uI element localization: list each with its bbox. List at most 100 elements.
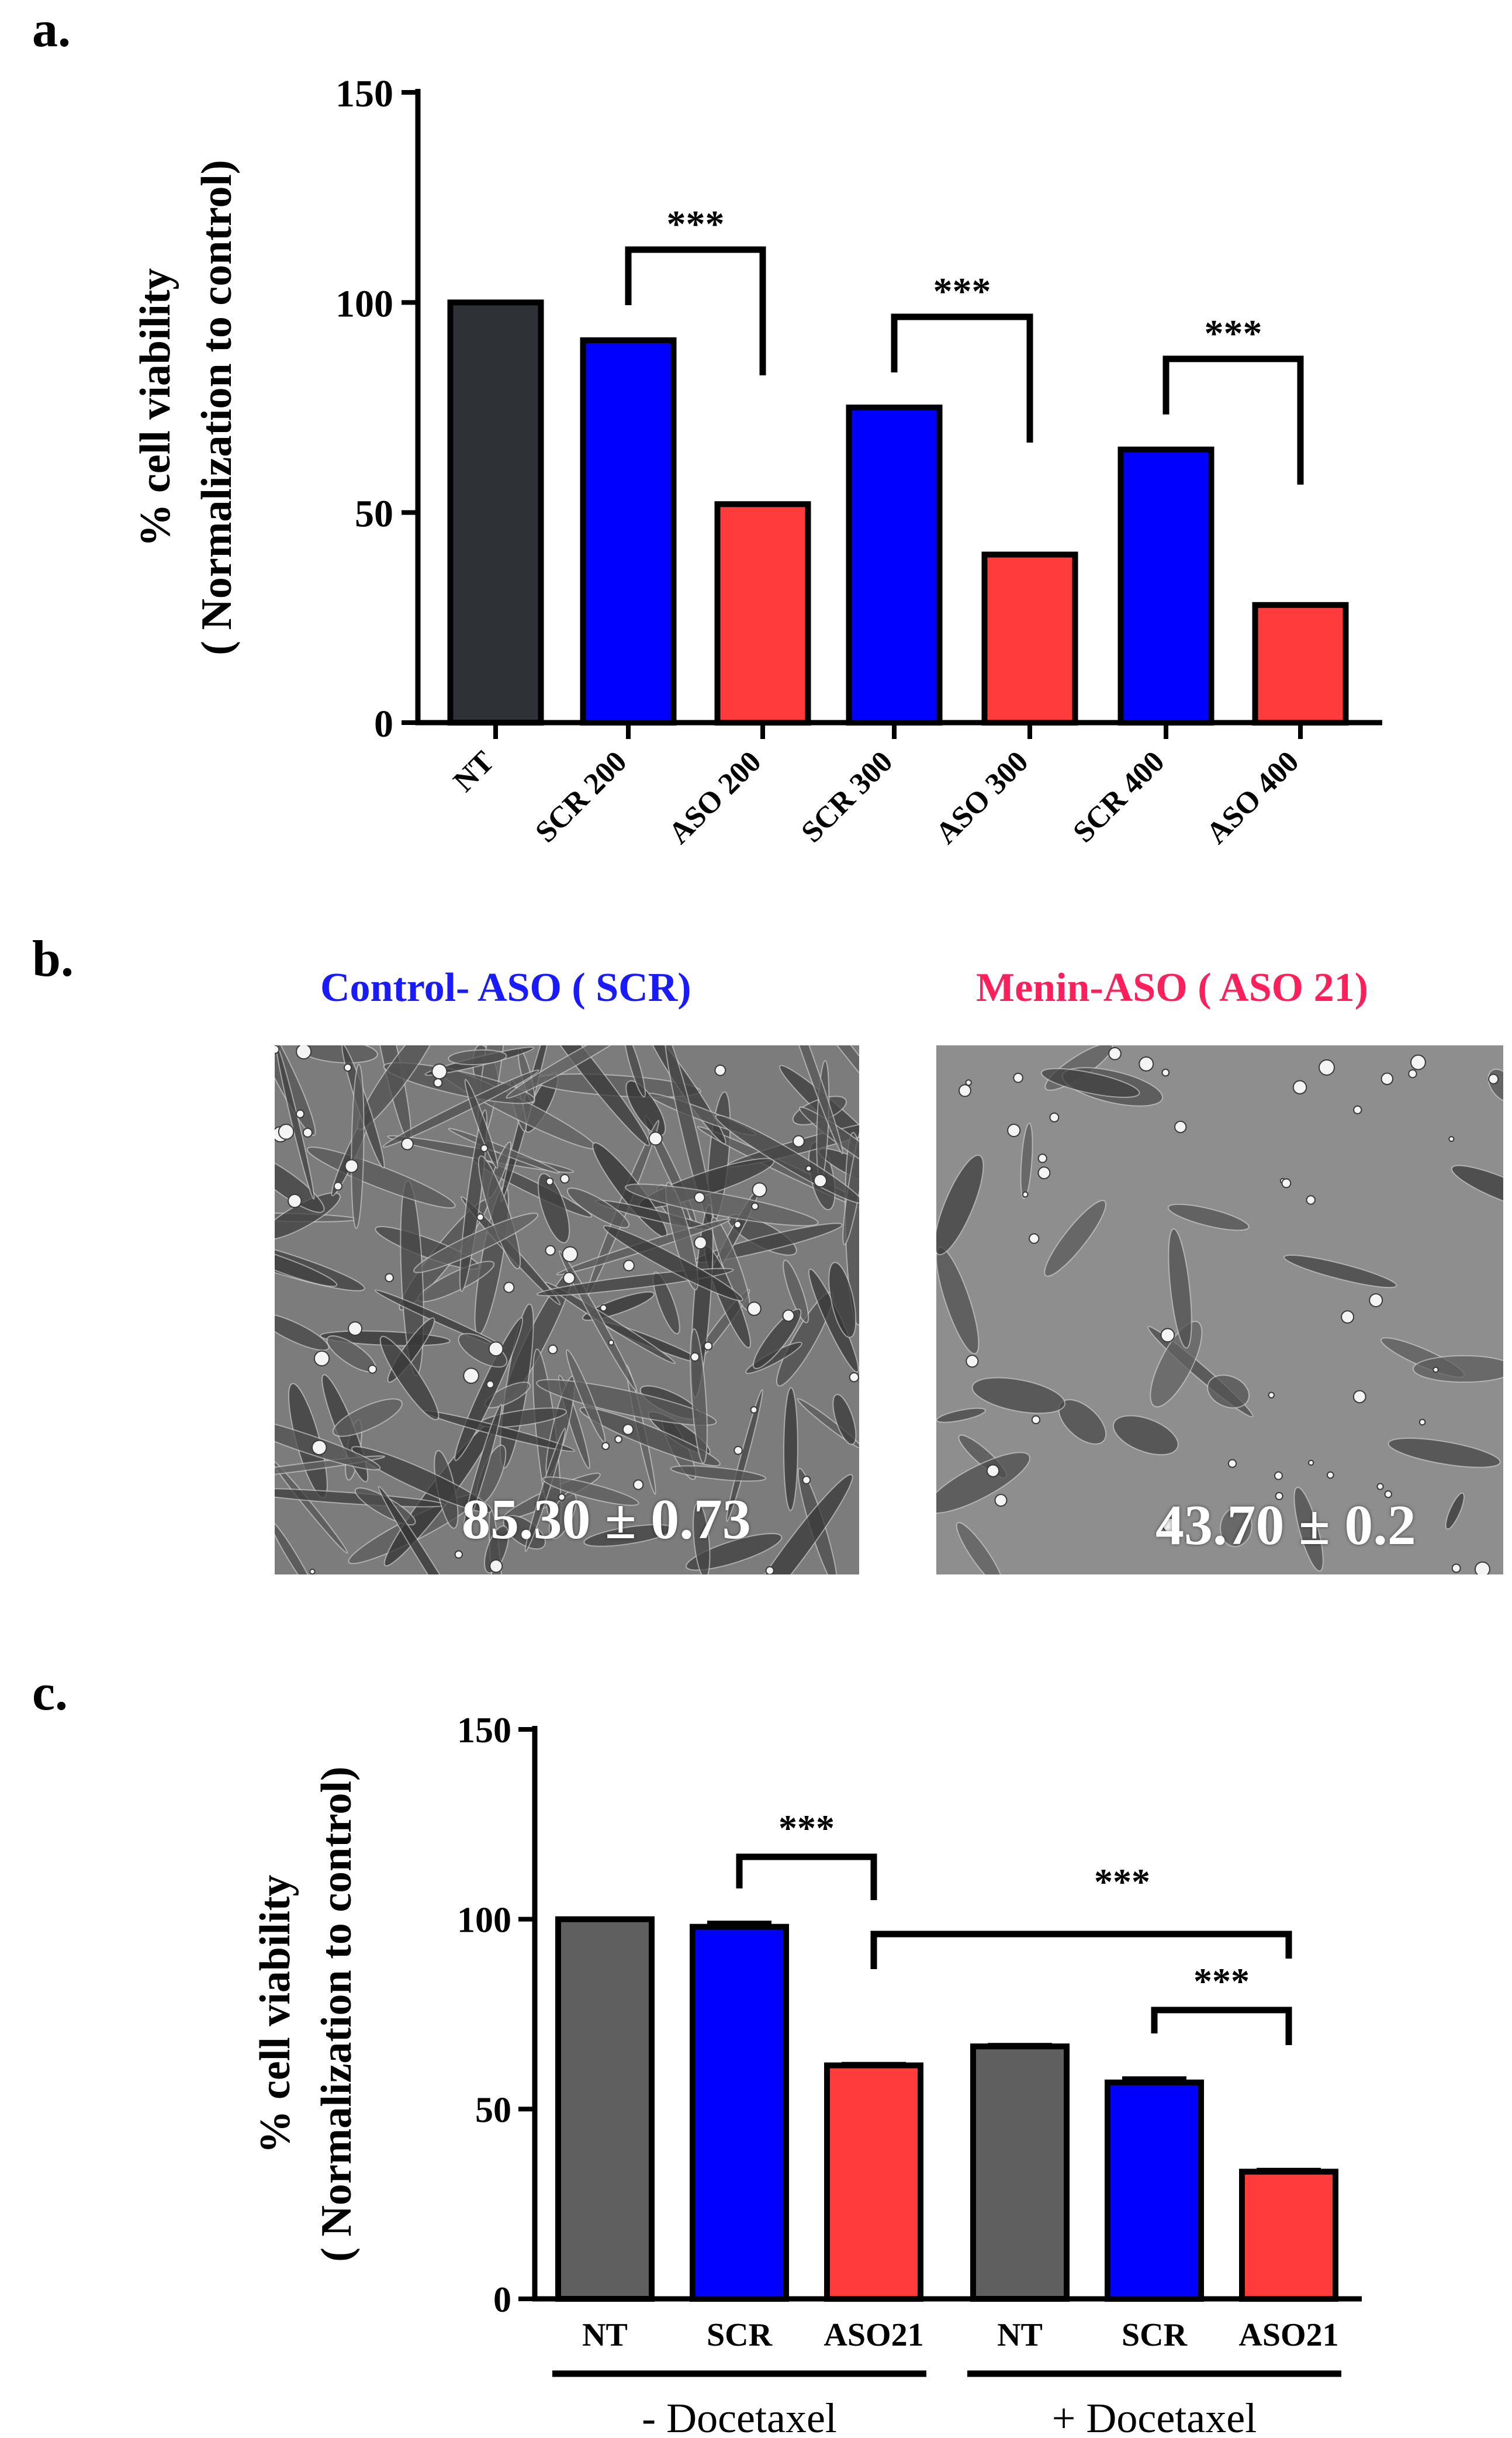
- cell: [832, 1394, 857, 1445]
- cell: [1020, 1123, 1033, 1200]
- round-cell: [751, 1202, 759, 1210]
- round-cell: [288, 1193, 302, 1208]
- round-cell: [694, 1192, 705, 1203]
- cell: [542, 1476, 639, 1506]
- round-cell: [608, 1339, 614, 1346]
- round-cell: [1369, 1293, 1383, 1307]
- cell: [583, 1524, 674, 1547]
- cell: [1293, 1487, 1324, 1572]
- cell: [566, 1187, 630, 1228]
- cell: [690, 1328, 708, 1464]
- x-tick-label: ASO21: [824, 2317, 923, 2353]
- cell: [828, 1262, 857, 1338]
- round-cell: [601, 1442, 610, 1451]
- round-cell: [966, 1355, 979, 1368]
- significance-label: ***: [1193, 1960, 1250, 2002]
- cell: [1044, 1200, 1106, 1277]
- round-cell: [558, 1493, 566, 1501]
- round-cell: [1306, 1195, 1316, 1205]
- group-label: + Docetaxel: [1052, 2395, 1257, 2438]
- round-cell: [994, 1494, 1008, 1507]
- micrograph-control: 85.30 ± 0.73: [275, 1045, 859, 1574]
- round-cell: [1275, 1491, 1283, 1500]
- cell: [779, 1045, 859, 1128]
- cell: [936, 1452, 1030, 1514]
- cell: [351, 1446, 493, 1513]
- round-cell: [986, 1464, 1000, 1477]
- round-cell: [1007, 1123, 1021, 1138]
- cell: [738, 1474, 853, 1574]
- cell: [670, 1465, 767, 1482]
- round-cell: [690, 1352, 700, 1362]
- panel-b-label: b.: [32, 931, 74, 987]
- round-cell: [503, 1282, 515, 1293]
- cell: [752, 1308, 802, 1369]
- round-cell: [1029, 1233, 1040, 1244]
- round-cell: [431, 1063, 448, 1080]
- round-cell: [1268, 1391, 1275, 1398]
- y-axis-title-line1: % cell viability: [132, 268, 179, 547]
- significance-bracket: [1162, 355, 1304, 485]
- round-cell: [1433, 1366, 1439, 1373]
- bar: [1117, 446, 1215, 726]
- y-tick-label: 50: [355, 493, 393, 536]
- round-cell: [1031, 1415, 1041, 1425]
- cell: [275, 1416, 381, 1470]
- round-cell: [622, 1424, 634, 1435]
- y-tick-label: 150: [335, 72, 393, 115]
- round-cell: [296, 1045, 312, 1060]
- cell: [1207, 1375, 1250, 1409]
- round-cell: [805, 1165, 812, 1172]
- round-cell: [733, 1220, 742, 1229]
- cell: [652, 1271, 680, 1335]
- cell: [524, 1427, 566, 1552]
- cell: [378, 1486, 487, 1574]
- round-cell: [623, 1259, 635, 1272]
- cell: [625, 1080, 666, 1137]
- round-cell: [333, 1182, 343, 1191]
- round-cell: [1049, 1112, 1060, 1123]
- round-cell: [1162, 1517, 1178, 1534]
- round-cell: [302, 1127, 313, 1138]
- round-cell: [765, 1566, 774, 1574]
- round-cell: [309, 1568, 316, 1574]
- round-cell: [344, 1159, 359, 1173]
- y-axis-title-line2: ( Normalization to control): [313, 1766, 361, 2261]
- cell: [462, 1403, 503, 1532]
- round-cell: [714, 1064, 726, 1076]
- cell: [625, 1183, 819, 1227]
- round-cell: [295, 1109, 305, 1118]
- round-cell: [313, 1350, 330, 1367]
- round-cell: [1448, 1136, 1455, 1142]
- x-tick-label: SCR: [1122, 2317, 1188, 2353]
- y-tick-label: 100: [335, 282, 393, 325]
- significance-label: ***: [933, 270, 991, 313]
- bar: [824, 2062, 923, 2302]
- cell: [537, 1173, 570, 1244]
- round-cell: [1410, 1054, 1426, 1070]
- cell: [332, 1398, 403, 1437]
- x-tick-label: NT: [997, 2317, 1043, 2353]
- round-cell: [752, 1182, 767, 1197]
- micrograph-control-value: 85.30 ± 0.73: [462, 1488, 751, 1551]
- round-cell: [488, 1341, 504, 1357]
- round-cell: [1174, 1120, 1187, 1134]
- cell: [382, 1069, 540, 1148]
- panel-c-label: c.: [32, 1665, 68, 1721]
- cell: [275, 1458, 348, 1554]
- round-cell: [633, 1479, 644, 1490]
- round-cell: [1451, 1563, 1461, 1573]
- cell: [379, 1335, 440, 1421]
- cell: [783, 1387, 798, 1511]
- cell: [971, 1377, 1066, 1414]
- round-cell: [1352, 1390, 1366, 1404]
- cell: [783, 1259, 809, 1324]
- round-cell: [1013, 1072, 1023, 1083]
- round-cell: [747, 1301, 762, 1316]
- round-cell: [1326, 1471, 1334, 1479]
- y-axis-title-line2: ( Normalization to control): [193, 160, 241, 655]
- round-cell: [545, 1245, 556, 1256]
- cell: [275, 1313, 330, 1351]
- cell: [478, 1155, 521, 1270]
- cell: [1040, 1068, 1140, 1098]
